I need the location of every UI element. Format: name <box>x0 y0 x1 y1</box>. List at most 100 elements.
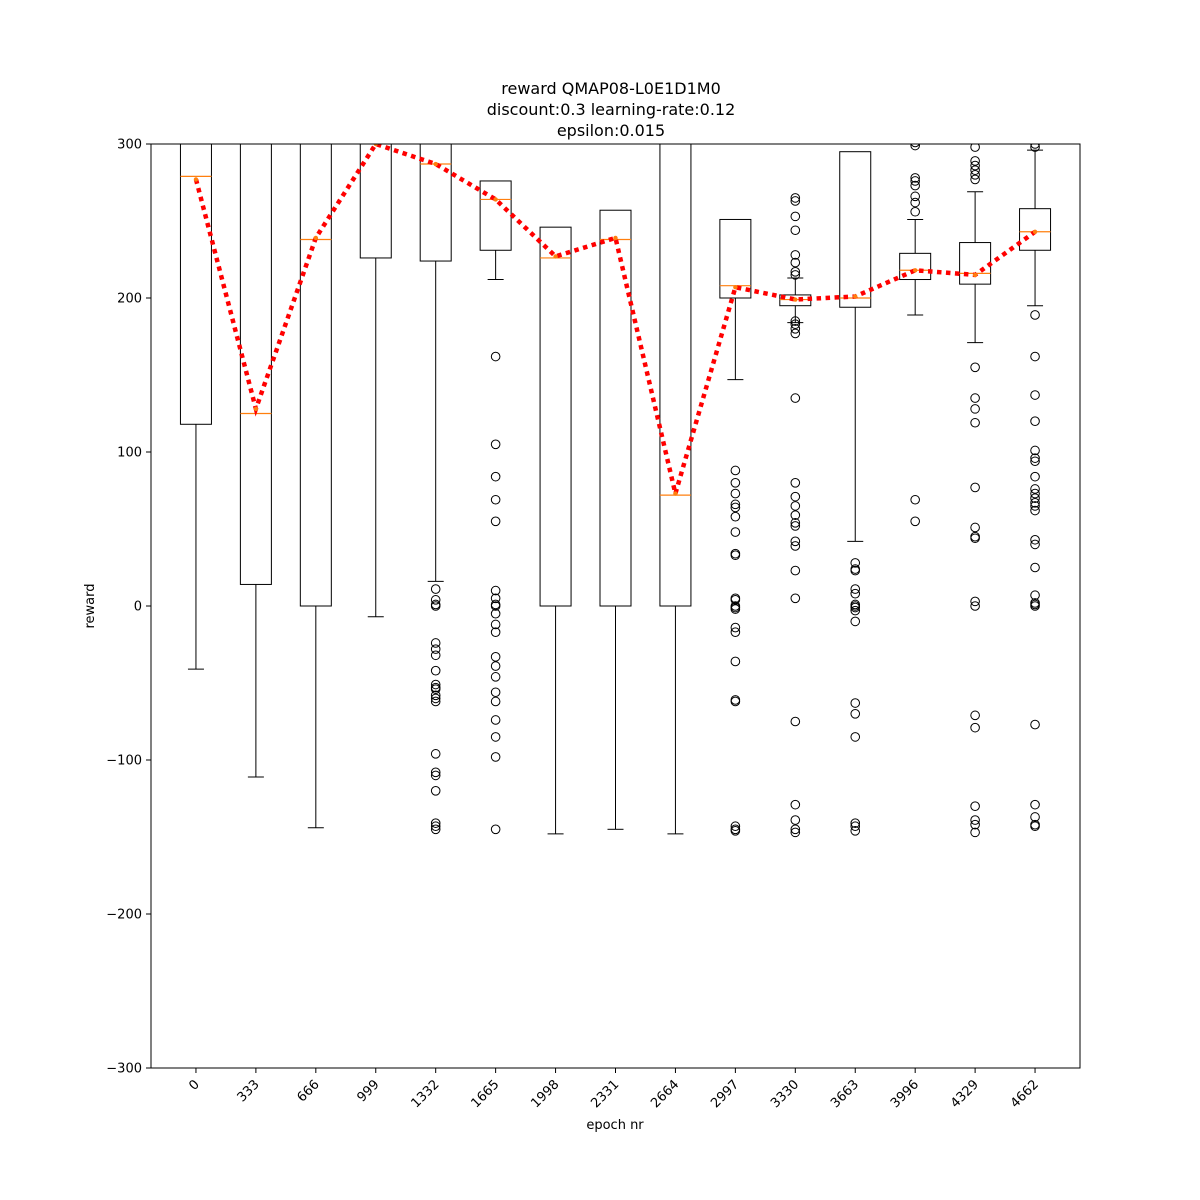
outlier-point <box>730 826 741 836</box>
outlier-point <box>730 527 741 537</box>
chart-title: reward QMAP08-L0E1D1M0 discount:0.3 lear… <box>487 79 736 140</box>
outlier-point <box>730 604 741 614</box>
outlier-point <box>970 170 980 180</box>
outlier-point <box>790 250 801 260</box>
outlier-point <box>970 174 980 185</box>
outlier-point <box>790 716 801 727</box>
outlier-point <box>790 324 801 334</box>
plot-content <box>179 144 1052 838</box>
outlier-point <box>430 786 441 796</box>
outlier-point <box>1030 501 1040 511</box>
x-tick-label: 4662 <box>1008 1077 1042 1111</box>
mean-marker <box>433 161 438 167</box>
outlier-point <box>850 616 861 627</box>
box-iqr <box>599 209 632 607</box>
outlier-point <box>910 176 920 186</box>
mean-marker <box>613 235 618 241</box>
outlier-point <box>790 510 801 520</box>
outlier-point <box>730 622 741 633</box>
outlier-point <box>490 732 501 742</box>
outlier-point <box>1030 390 1040 400</box>
outlier-point <box>790 270 801 280</box>
outlier-point <box>730 502 741 513</box>
mean-marker <box>313 235 319 241</box>
box-999 <box>359 144 392 618</box>
outlier-point <box>1030 351 1040 362</box>
outlier-point <box>430 770 441 781</box>
outlier-point <box>1030 601 1040 611</box>
x-tick-label: 1332 <box>409 1077 443 1111</box>
outlier-point <box>790 815 801 825</box>
outlier-point <box>790 799 801 810</box>
outlier-point <box>850 732 861 742</box>
box-iqr <box>839 151 872 308</box>
outlier-point <box>1030 590 1040 601</box>
outlier-point <box>1030 488 1040 499</box>
box-3663 <box>839 151 872 836</box>
outlier-point <box>970 144 980 152</box>
outlier-point <box>910 173 920 183</box>
outlier-point <box>970 522 980 533</box>
box-iqr <box>179 144 212 425</box>
outlier-point <box>430 638 441 648</box>
outlier-point <box>430 767 441 778</box>
box-iqr <box>419 144 452 262</box>
outlier-point <box>430 684 441 694</box>
outlier-point <box>490 715 501 725</box>
outlier-point <box>790 267 801 277</box>
outlier-point <box>490 627 501 637</box>
outlier-point <box>910 206 920 217</box>
outlier-point <box>430 824 441 835</box>
outlier-point <box>430 690 441 701</box>
mean-marker <box>853 294 858 299</box>
box-iqr <box>1019 208 1052 251</box>
outlier-point <box>970 827 980 838</box>
outlier-point <box>430 693 441 704</box>
outlier-point <box>790 536 801 547</box>
mean-marker <box>253 406 259 412</box>
outlier-point <box>730 627 741 637</box>
y-tick-label: 0 <box>134 600 142 615</box>
box-iqr <box>539 226 572 607</box>
mean-marker <box>972 272 978 278</box>
outlier-point <box>730 499 741 510</box>
x-axis: 0 333 666 999 1332 1665 1998 2331 2664 2997 3330 36… <box>186 1068 1042 1111</box>
box-333 <box>239 144 272 778</box>
outlier-point <box>430 749 441 759</box>
outlier-point <box>1030 534 1040 545</box>
title-line-2: discount:0.3 learning-rate:0.12 <box>487 100 736 119</box>
outlier-point <box>730 478 741 488</box>
box-1998 <box>539 226 572 835</box>
y-tick-label: −200 <box>106 908 142 923</box>
outlier-point <box>730 696 741 707</box>
outlier-point <box>910 144 920 148</box>
outlier-point <box>1030 498 1040 508</box>
outlier-point <box>790 518 801 528</box>
x-tick-label: 333 <box>235 1077 263 1105</box>
y-axis-label: reward <box>83 583 98 628</box>
box-0 <box>179 144 212 670</box>
outlier-point <box>790 196 801 206</box>
outlier-point <box>790 257 801 268</box>
outlier-point <box>490 687 501 698</box>
outlier-point <box>490 652 501 662</box>
outlier-point <box>850 821 861 832</box>
outlier-point <box>790 211 801 222</box>
outlier-point <box>790 316 801 326</box>
y-tick-label: −300 <box>106 1062 142 1077</box>
outlier-point <box>730 656 741 667</box>
outlier-point <box>730 465 741 476</box>
outlier-point <box>1030 144 1040 149</box>
title-line-3: epsilon:0.015 <box>557 121 665 140</box>
outlier-point <box>790 478 801 488</box>
outlier-point <box>790 225 801 236</box>
outlier-point <box>430 601 441 611</box>
box-3330 <box>779 193 812 838</box>
x-tick-label: 3996 <box>888 1077 922 1111</box>
x-tick-label: 2331 <box>588 1077 622 1111</box>
outlier-point <box>970 722 980 733</box>
y-tick-label: 200 <box>117 292 142 307</box>
outlier-point <box>790 827 801 838</box>
outlier-point <box>970 482 980 493</box>
outlier-point <box>910 180 920 191</box>
